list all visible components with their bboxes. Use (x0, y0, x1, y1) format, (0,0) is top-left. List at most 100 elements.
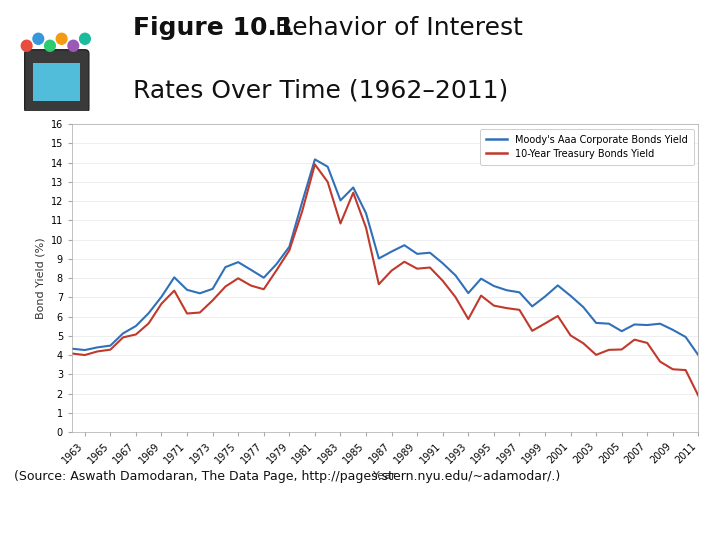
10-Year Treasury Bonds Yield (208, 297, 217, 303)
10-Year Treasury Bonds Yield (554, 313, 562, 319)
Circle shape (45, 40, 55, 51)
FancyBboxPatch shape (24, 50, 89, 113)
Circle shape (33, 33, 44, 44)
Moody's Aaa Corporate Bonds Yield (438, 260, 447, 267)
10-Year Treasury Bonds Yield (387, 267, 396, 274)
Moody's Aaa Corporate Bonds Yield (503, 287, 511, 293)
Moody's Aaa Corporate Bonds Yield (490, 283, 498, 289)
Moody's Aaa Corporate Bonds Yield (68, 346, 76, 352)
Moody's Aaa Corporate Bonds Yield (656, 320, 665, 327)
10-Year Treasury Bonds Yield (681, 367, 690, 373)
Moody's Aaa Corporate Bonds Yield (196, 290, 204, 296)
Moody's Aaa Corporate Bonds Yield (400, 242, 409, 248)
10-Year Treasury Bonds Yield (336, 220, 345, 227)
10-Year Treasury Bonds Yield (464, 316, 472, 322)
10-Year Treasury Bonds Yield (617, 346, 626, 353)
10-Year Treasury Bonds Yield (94, 348, 102, 355)
10-Year Treasury Bonds Yield (81, 352, 89, 359)
Moody's Aaa Corporate Bonds Yield (528, 303, 536, 309)
10-Year Treasury Bonds Yield (694, 393, 703, 399)
Moody's Aaa Corporate Bonds Yield (310, 156, 319, 163)
Moody's Aaa Corporate Bonds Yield (298, 199, 307, 206)
Line: 10-Year Treasury Bonds Yield: 10-Year Treasury Bonds Yield (72, 164, 698, 396)
10-Year Treasury Bonds Yield (438, 278, 447, 284)
Moody's Aaa Corporate Bonds Yield (272, 261, 281, 267)
Moody's Aaa Corporate Bonds Yield (234, 259, 243, 265)
10-Year Treasury Bonds Yield (272, 267, 281, 273)
Moody's Aaa Corporate Bonds Yield (387, 248, 396, 255)
10-Year Treasury Bonds Yield (400, 259, 409, 265)
Moody's Aaa Corporate Bonds Yield (94, 344, 102, 350)
10-Year Treasury Bonds Yield (170, 287, 179, 294)
Moody's Aaa Corporate Bonds Yield (592, 320, 600, 326)
10-Year Treasury Bonds Yield (68, 350, 76, 357)
Moody's Aaa Corporate Bonds Yield (643, 322, 652, 328)
Moody's Aaa Corporate Bonds Yield (349, 184, 358, 191)
Moody's Aaa Corporate Bonds Yield (617, 328, 626, 334)
10-Year Treasury Bonds Yield (183, 310, 192, 317)
Circle shape (68, 40, 78, 51)
Moody's Aaa Corporate Bonds Yield (694, 352, 703, 359)
10-Year Treasury Bonds Yield (541, 320, 549, 327)
Circle shape (22, 40, 32, 51)
Text: Rates Over Time (1962–2011): Rates Over Time (1962–2011) (133, 78, 508, 102)
Moody's Aaa Corporate Bonds Yield (554, 282, 562, 289)
Text: Copyright ©2014 Pearson Education, Inc. All rights reserved.: Copyright ©2014 Pearson Education, Inc. … (14, 519, 312, 529)
Text: (Source: Aswath Damodaran, The Data Page, http://pages.stern.nyu.edu/~adamodar/.: (Source: Aswath Damodaran, The Data Page… (14, 470, 561, 483)
Moody's Aaa Corporate Bonds Yield (145, 310, 153, 316)
Moody's Aaa Corporate Bonds Yield (413, 251, 421, 257)
Moody's Aaa Corporate Bonds Yield (605, 320, 613, 327)
10-Year Treasury Bonds Yield (349, 190, 358, 196)
10-Year Treasury Bonds Yield (579, 340, 588, 347)
Moody's Aaa Corporate Bonds Yield (630, 321, 639, 328)
Legend: Moody's Aaa Corporate Bonds Yield, 10-Year Treasury Bonds Yield: Moody's Aaa Corporate Bonds Yield, 10-Ye… (480, 129, 693, 165)
10-Year Treasury Bonds Yield (323, 179, 332, 185)
10-Year Treasury Bonds Yield (630, 336, 639, 343)
Moody's Aaa Corporate Bonds Yield (170, 274, 179, 281)
Moody's Aaa Corporate Bonds Yield (247, 267, 256, 273)
Moody's Aaa Corporate Bonds Yield (515, 289, 523, 295)
Moody's Aaa Corporate Bonds Yield (579, 304, 588, 310)
10-Year Treasury Bonds Yield (451, 294, 460, 300)
Moody's Aaa Corporate Bonds Yield (336, 197, 345, 204)
Moody's Aaa Corporate Bonds Yield (285, 244, 294, 250)
Moody's Aaa Corporate Bonds Yield (541, 293, 549, 300)
Moody's Aaa Corporate Bonds Yield (157, 294, 166, 300)
10-Year Treasury Bonds Yield (247, 282, 256, 289)
Bar (33, 63, 80, 100)
Text: Figure 10.1: Figure 10.1 (133, 16, 294, 40)
10-Year Treasury Bonds Yield (374, 281, 383, 287)
Moody's Aaa Corporate Bonds Yield (464, 290, 472, 296)
Moody's Aaa Corporate Bonds Yield (426, 249, 434, 256)
X-axis label: Year: Year (374, 471, 397, 481)
10-Year Treasury Bonds Yield (106, 347, 114, 353)
Moody's Aaa Corporate Bonds Yield (374, 255, 383, 262)
10-Year Treasury Bonds Yield (221, 284, 230, 290)
10-Year Treasury Bonds Yield (285, 247, 294, 254)
10-Year Treasury Bonds Yield (310, 161, 319, 167)
10-Year Treasury Bonds Yield (413, 266, 421, 272)
Circle shape (56, 33, 67, 44)
10-Year Treasury Bonds Yield (656, 359, 665, 365)
Text: 10-7: 10-7 (683, 519, 706, 529)
Moody's Aaa Corporate Bonds Yield (681, 334, 690, 340)
Moody's Aaa Corporate Bonds Yield (132, 323, 140, 329)
10-Year Treasury Bonds Yield (259, 286, 268, 293)
Moody's Aaa Corporate Bonds Yield (208, 286, 217, 292)
10-Year Treasury Bonds Yield (119, 334, 127, 341)
Moody's Aaa Corporate Bonds Yield (183, 287, 192, 293)
Circle shape (80, 33, 90, 44)
10-Year Treasury Bonds Yield (515, 307, 523, 313)
10-Year Treasury Bonds Yield (157, 300, 166, 307)
Moody's Aaa Corporate Bonds Yield (81, 347, 89, 353)
Moody's Aaa Corporate Bonds Yield (221, 264, 230, 271)
10-Year Treasury Bonds Yield (426, 264, 434, 271)
10-Year Treasury Bonds Yield (234, 275, 243, 281)
Moody's Aaa Corporate Bonds Yield (323, 164, 332, 170)
Moody's Aaa Corporate Bonds Yield (106, 342, 114, 349)
Moody's Aaa Corporate Bonds Yield (361, 210, 370, 217)
10-Year Treasury Bonds Yield (668, 366, 677, 373)
10-Year Treasury Bonds Yield (566, 332, 575, 339)
Moody's Aaa Corporate Bonds Yield (451, 272, 460, 279)
Text: Behavior of Interest: Behavior of Interest (259, 16, 523, 40)
